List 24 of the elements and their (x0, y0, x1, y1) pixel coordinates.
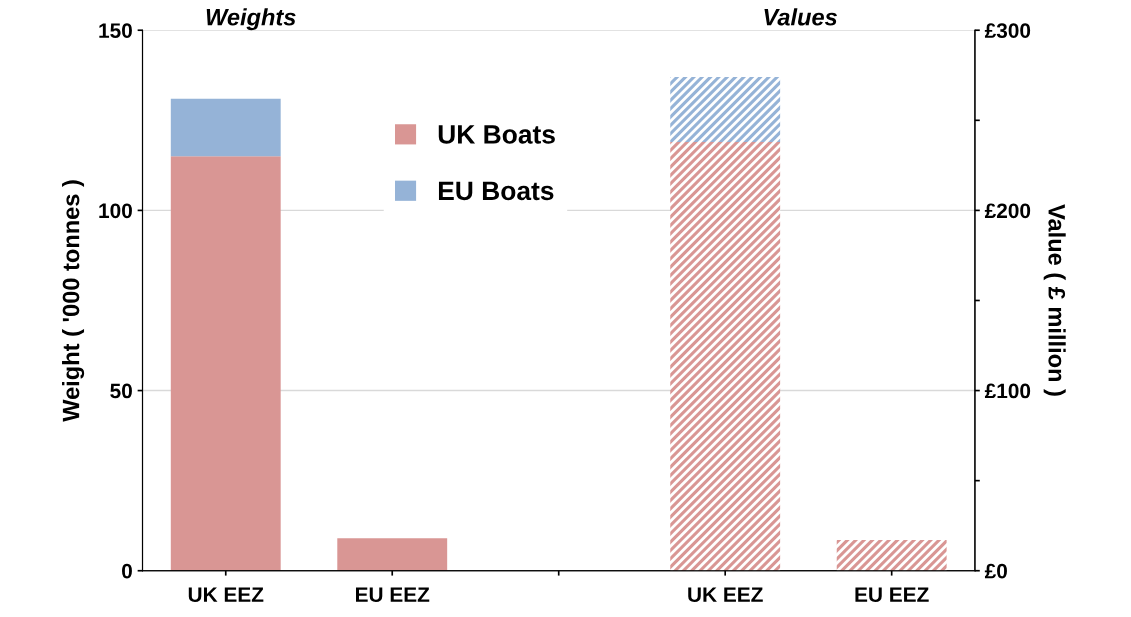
bar (670, 141, 781, 571)
y2-tick-label: £200 (984, 203, 1031, 219)
y2-tick-label: £300 (984, 23, 1031, 39)
legend-label: UK Boats (438, 125, 555, 144)
bar (170, 98, 281, 157)
bar (836, 540, 947, 571)
y-tick-label: 50 (110, 383, 132, 399)
text: Weights (206, 8, 296, 31)
x-tick-label: EU EEZ (356, 587, 430, 602)
y-tick-label: 100 (99, 203, 132, 219)
y2-tick-label: £0 (984, 563, 1007, 579)
bar (170, 156, 281, 571)
y2-tick-label: £100 (984, 383, 1031, 399)
y2-axis-title: Value ( £ million ) (1043, 204, 1066, 396)
bar (670, 77, 781, 142)
legend-label: EU Boats (438, 181, 554, 201)
y-tick-label: 0 (122, 563, 132, 579)
x-tick-label: EU EEZ (855, 587, 929, 602)
y-tick-label: 150 (99, 23, 132, 38)
x-tick-label: UK EEZ (688, 587, 763, 602)
y-axis-title: Weight ( '000 tonnes ) (62, 180, 85, 422)
x-tick-label: UK EEZ (188, 587, 264, 602)
bar (337, 538, 448, 571)
text: Values (764, 8, 837, 26)
